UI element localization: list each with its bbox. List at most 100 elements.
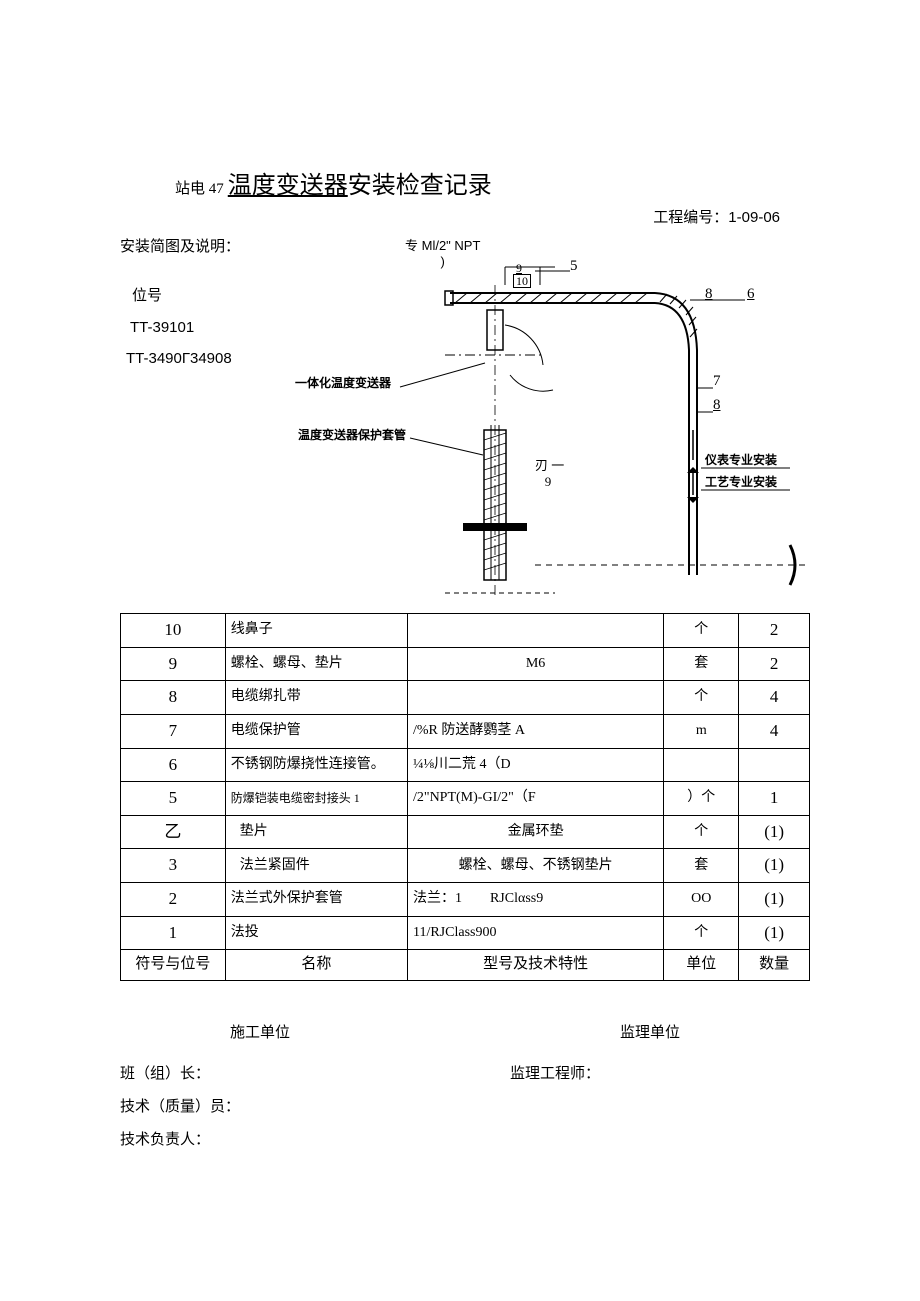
tag-label: 位号 <box>132 284 295 305</box>
cell-unit: 个 <box>664 815 739 849</box>
table-row: 2法兰式外保护套管法兰：1 RJClαss9OO(1) <box>121 883 810 917</box>
cell-spec <box>407 681 663 715</box>
tech-lead-label: 技术负责人： <box>120 1128 810 1149</box>
cell-unit: 个 <box>664 681 739 715</box>
page: 站电 47 温度变送器安装检查记录 工程编号：1-09-06 安装简图及说明： … <box>0 0 920 1209</box>
cell-qty: 2 <box>739 647 810 681</box>
cell-no: 8 <box>121 681 226 715</box>
cell-unit: OO <box>664 883 739 917</box>
desc-label: 安装简图及说明： <box>120 235 295 256</box>
cell-name: 垫片 <box>225 815 407 849</box>
cell-no: 3 <box>121 849 226 883</box>
upper-section: 安装简图及说明： 位号 TT-39101 TT-3490Г34908 专 Ml/… <box>120 235 810 605</box>
diagram-label-instrument-install: 仪表专业安装 <box>705 451 777 468</box>
cell-name: 线鼻子 <box>225 614 407 648</box>
cell-spec: M6 <box>407 647 663 681</box>
construction-unit-label: 施工单位 <box>230 1021 290 1042</box>
project-no-label: 工程编号： <box>653 210 728 226</box>
cell-unit <box>664 748 739 782</box>
diagram-label-8a: 8 <box>705 286 713 303</box>
footer-row-2: 班（组）长： 监理工程师： <box>120 1062 810 1083</box>
table-row: 7电缆保护管/%R 防送酵鹦茎 Am4 <box>121 714 810 748</box>
cell-qty <box>739 748 810 782</box>
cell-spec <box>407 614 663 648</box>
diagram: 专 Ml/2" NPT ) <box>295 235 810 605</box>
parts-table: 10线鼻子个29螺栓、螺母、垫片M6套28电缆绑扎带个47电缆保护管/%R 防送… <box>120 613 810 981</box>
cell-qty: (1) <box>739 815 810 849</box>
diagram-label-5: 5 <box>570 258 578 275</box>
cell-spec: /%R 防送酵鹦茎 A <box>407 714 663 748</box>
cell-name: 法投 <box>225 916 407 950</box>
header-cell: 型号及技术特性 <box>407 950 663 981</box>
tag-tt-1: TT-39101 <box>130 319 295 336</box>
table-row: 8电缆绑扎带 个4 <box>121 681 810 715</box>
table-row: 9螺栓、螺母、垫片M6套2 <box>121 647 810 681</box>
npt-line1: 专 Ml/2" NPT <box>405 238 480 253</box>
cell-unit: m <box>664 714 739 748</box>
cell-no: 10 <box>121 614 226 648</box>
team-leader-label: 班（组）长： <box>120 1062 210 1083</box>
left-column: 安装简图及说明： 位号 TT-39101 TT-3490Г34908 <box>120 235 295 605</box>
title-underlined: 温度变送器 <box>228 173 348 199</box>
supervision-unit-label: 监理单位 <box>620 1021 680 1042</box>
cell-unit: 个 <box>664 916 739 950</box>
cell-name: 螺栓、螺母、垫片 <box>225 647 407 681</box>
tag-tt-2: TT-3490Г34908 <box>126 350 295 367</box>
cell-spec: 螺栓、螺母、不锈钢垫片 <box>407 849 663 883</box>
diagram-label-10: 10 <box>513 274 531 288</box>
table-row: 乙垫片金属环垫个(1) <box>121 815 810 849</box>
cell-no: 9 <box>121 647 226 681</box>
cell-spec: 法兰：1 RJClαss9 <box>407 883 663 917</box>
cell-qty: 4 <box>739 714 810 748</box>
cell-name: 防爆铠装电缆密封接头 1 <box>225 782 407 816</box>
table-header-row: 符号与位号名称型号及技术特性单位数量 <box>121 950 810 981</box>
diagram-label-process-install: 工艺专业安装 <box>705 473 777 490</box>
cell-spec: 11/RJClass900 <box>407 916 663 950</box>
cell-unit: 套 <box>664 849 739 883</box>
diagram-label-6: 6 <box>747 286 755 303</box>
cell-qty: (1) <box>739 916 810 950</box>
cell-name: 不锈钢防爆挠性连接管。 <box>225 748 407 782</box>
diagram-label-sleeve: 温度变送器保护套管 <box>298 426 406 443</box>
header-cell: 单位 <box>664 950 739 981</box>
cell-spec: 金属环垫 <box>407 815 663 849</box>
cell-unit: 套 <box>664 647 739 681</box>
table-row: 5防爆铠装电缆密封接头 1/2"NPT(M)-GI/2"（F）个1 <box>121 782 810 816</box>
cell-no: 5 <box>121 782 226 816</box>
cell-spec: ¼⅛川二荒 4（D <box>407 748 663 782</box>
cell-unit: 个 <box>664 614 739 648</box>
cell-qty: (1) <box>739 849 810 883</box>
cell-no: 2 <box>121 883 226 917</box>
cell-unit: ）个 <box>664 782 739 816</box>
diagram-label-ren9: 刃 一 9 <box>535 455 564 490</box>
header-cell: 名称 <box>225 950 407 981</box>
supervisor-engineer-label: 监理工程师： <box>510 1062 600 1083</box>
header-cell: 符号与位号 <box>121 950 226 981</box>
cell-no: 6 <box>121 748 226 782</box>
cell-no: 7 <box>121 714 226 748</box>
project-no-value: 1-09-06 <box>728 209 780 226</box>
table-row: 6不锈钢防爆挠性连接管。¼⅛川二荒 4（D <box>121 748 810 782</box>
cell-qty: 2 <box>739 614 810 648</box>
cell-spec: /2"NPT(M)-GI/2"（F <box>407 782 663 816</box>
project-number: 工程编号：1-09-06 <box>120 206 780 227</box>
cell-name: 法兰紧固件 <box>225 849 407 883</box>
table-row: 3法兰紧固件螺栓、螺母、不锈钢垫片套(1) <box>121 849 810 883</box>
tech-quality-label: 技术（质量）员： <box>120 1095 810 1116</box>
title-suffix: 安装检查记录 <box>348 173 492 199</box>
cell-name: 电缆保护管 <box>225 714 407 748</box>
cell-qty: 1 <box>739 782 810 816</box>
table-row: 10线鼻子 个2 <box>121 614 810 648</box>
diagram-label-7: 7 <box>713 373 721 390</box>
cell-qty: (1) <box>739 883 810 917</box>
footer-row-1: 施工单位 监理单位 <box>120 1021 810 1042</box>
cell-name: 电缆绑扎带 <box>225 681 407 715</box>
cell-name: 法兰式外保护套管 <box>225 883 407 917</box>
header-cell: 数量 <box>739 950 810 981</box>
title-prefix: 站电 47 <box>175 181 224 197</box>
diagram-label-8b: 8 <box>713 397 721 414</box>
table-row: 1法投11/RJClass900个(1) <box>121 916 810 950</box>
cell-qty: 4 <box>739 681 810 715</box>
cell-no: 乙 <box>121 815 226 849</box>
cell-no: 1 <box>121 916 226 950</box>
